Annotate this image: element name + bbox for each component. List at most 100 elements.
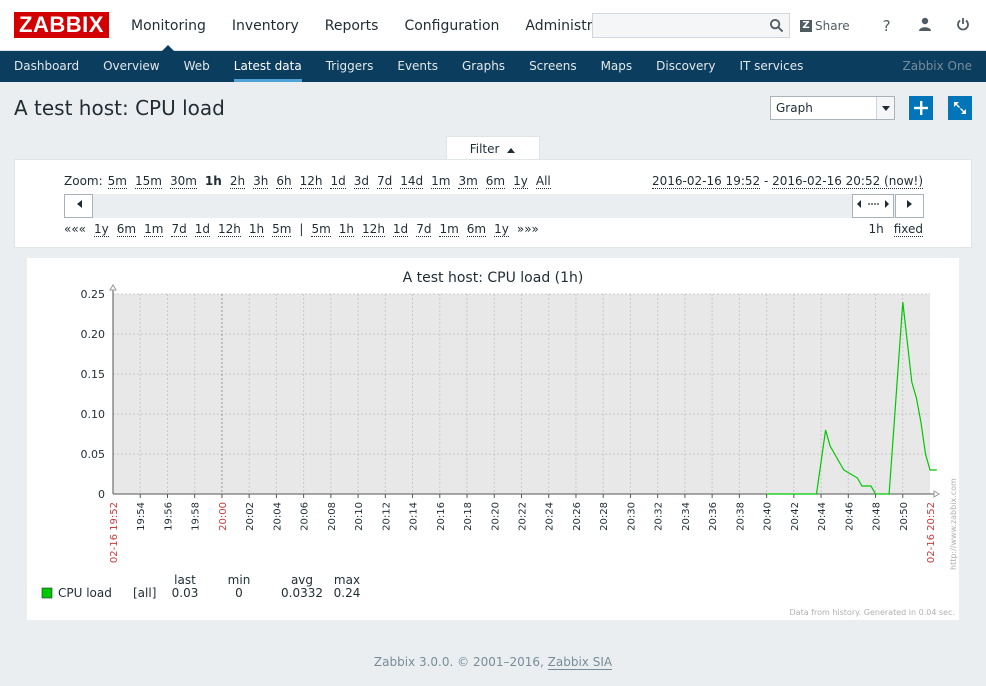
zoom-option[interactable]: 7d: [376, 174, 393, 189]
x-axis-arrow-icon: [933, 490, 940, 498]
y-axis-arrow-icon: [109, 284, 117, 291]
x-tick-label: 20:34: [681, 502, 692, 531]
period-nav-row: ««« 1y 6m 1m 7d 1d 12h 1h 5m | 5m 1h 12h 1d 7d 1m 6m 1y »»…: [64, 222, 547, 237]
subnav-events[interactable]: Events: [397, 59, 438, 73]
share-button[interactable]: Z Share: [800, 19, 850, 33]
legend-series-name: CPU load: [58, 586, 112, 600]
period-forward-link[interactable]: 7d: [416, 222, 432, 237]
zoom-option[interactable]: 1d: [330, 174, 346, 189]
period-forward-link[interactable]: 12h: [362, 222, 385, 237]
period-back-link[interactable]: 1m: [144, 222, 164, 237]
date-to-link[interactable]: 2016-02-16 20:52 (now!): [772, 174, 923, 189]
x-tick-label: 20:20: [490, 502, 501, 531]
subnav-it-services[interactable]: IT services: [739, 59, 804, 73]
filter-tab[interactable]: Filter: [446, 136, 540, 160]
subnav-overview[interactable]: Overview: [103, 59, 160, 73]
footer-company-link[interactable]: Zabbix SIA: [547, 655, 613, 670]
zoom-option[interactable]: 30m: [169, 174, 197, 189]
zoom-option[interactable]: 12h: [299, 174, 323, 189]
page-title: A test host: CPU load: [14, 96, 225, 120]
zoom-option[interactable]: 3d: [353, 174, 369, 189]
period-forward-link[interactable]: 1d: [392, 222, 409, 237]
sign-out-icon[interactable]: [944, 17, 982, 35]
timeline-scrollbar[interactable]: [64, 194, 924, 218]
timeline-handle[interactable]: [852, 194, 894, 218]
subnav-dashboard[interactable]: Dashboard: [14, 59, 80, 73]
search-icon[interactable]: [769, 18, 784, 33]
add-to-favourites-button[interactable]: [909, 96, 933, 120]
date-from-link[interactable]: 2016-02-16 19:52: [652, 174, 761, 189]
period-forward-link[interactable]: »»»: [516, 222, 539, 236]
y-tick-label: 0: [98, 488, 105, 501]
search-input[interactable]: [592, 13, 790, 38]
nav-configuration[interactable]: Configuration: [404, 18, 500, 34]
x-start-label: 02-16 19:52: [109, 502, 120, 563]
zoom-option[interactable]: 5m: [107, 174, 127, 189]
period-back-link[interactable]: 1y: [94, 222, 109, 237]
subnav-latest-data[interactable]: Latest data: [222, 51, 314, 82]
period-back-link[interactable]: 1d: [194, 222, 210, 237]
subnav-maps[interactable]: Maps: [600, 59, 633, 73]
zoom-option[interactable]: 1h: [204, 174, 222, 188]
x-tick-label: 20:12: [381, 502, 392, 531]
subnav-discovery[interactable]: Discovery: [656, 59, 716, 73]
x-tick-label: 20:26: [572, 502, 583, 531]
legend-min-value: 0: [235, 586, 243, 600]
x-tick-label: 20:16: [436, 502, 447, 531]
subnav-triggers[interactable]: Triggers: [325, 59, 374, 73]
zoom-option[interactable]: 1m: [431, 174, 451, 189]
period-forward-link[interactable]: 1y: [494, 222, 509, 237]
period-controls: 1h fixed: [858, 222, 923, 237]
zabbix-logo[interactable]: ZABBIX: [14, 12, 109, 38]
drag-handle-icon: [857, 200, 889, 208]
nav-inventory[interactable]: Inventory: [231, 18, 299, 34]
zoom-option[interactable]: 15m: [134, 174, 162, 189]
nav-monitoring[interactable]: Monitoring: [118, 0, 219, 51]
chart-title: A test host: CPU load (1h): [403, 270, 584, 286]
scroll-right-button[interactable]: [895, 194, 924, 218]
zoom-option[interactable]: 3h: [253, 174, 269, 189]
arrow-left-icon: [76, 200, 82, 208]
period-back-link[interactable]: 7d: [171, 222, 187, 237]
graph-footnote: Data from history. Generated in 0.04 sec…: [790, 608, 955, 617]
nav-reports[interactable]: Reports: [324, 18, 379, 34]
x-tick-label: 20:32: [654, 502, 665, 531]
fullscreen-button[interactable]: [948, 96, 972, 120]
zoom-option[interactable]: 1y: [513, 174, 528, 189]
footer: Zabbix 3.0.0. © 2001–2016, Zabbix SIA: [0, 655, 986, 670]
legend-last-value: 0.03: [172, 586, 199, 600]
y-tick-label: 0.20: [81, 328, 106, 341]
scroll-left-button[interactable]: [64, 194, 93, 218]
period-forward-link[interactable]: 5m: [311, 222, 331, 237]
sub-nav-items: Dashboard Overview Web Latest data Triggers E…: [2, 51, 815, 82]
x-tick-label: 19:54: [136, 502, 147, 531]
zoom-option[interactable]: 6h: [276, 174, 292, 189]
period-forward-link[interactable]: 1m: [439, 222, 459, 237]
period-mode-toggle[interactable]: fixed: [893, 222, 923, 237]
subnav-graphs[interactable]: Graphs: [462, 59, 506, 73]
help-icon[interactable]: ?: [882, 16, 891, 35]
cpu-load-graph[interactable]: A test host: CPU load (1h) 0 0.05 0.10 0.15 0…: [27, 258, 959, 620]
footer-copyright: Zabbix 3.0.0. © 2001–2016,: [373, 655, 548, 669]
subnav-web[interactable]: Web: [183, 59, 210, 73]
user-profile-icon[interactable]: [906, 17, 944, 35]
zoom-option[interactable]: 2h: [229, 174, 246, 189]
zoom-option[interactable]: 3m: [458, 174, 478, 189]
x-tick-label: 20:22: [518, 502, 529, 531]
zoom-label: Zoom:: [64, 174, 103, 188]
period-back-link[interactable]: 1h: [248, 222, 265, 237]
zoom-option[interactable]: 6m: [485, 174, 506, 189]
period-forward-link[interactable]: 6m: [466, 222, 487, 237]
period-back-link[interactable]: 12h: [217, 222, 241, 237]
period-forward-link[interactable]: 1h: [338, 222, 355, 237]
x-tick-label: 20:46: [844, 502, 855, 531]
view-type-select[interactable]: Graph: [770, 96, 895, 120]
subnav-screens[interactable]: Screens: [529, 59, 577, 73]
header-tools: Z Share ?: [800, 0, 982, 51]
period-back-link[interactable]: «««: [64, 222, 87, 236]
share-label: Share: [815, 18, 850, 33]
period-back-link[interactable]: 6m: [116, 222, 137, 237]
zoom-option[interactable]: 14d: [400, 174, 424, 189]
period-back-link[interactable]: 5m: [272, 222, 292, 237]
zoom-option[interactable]: All: [535, 174, 551, 189]
